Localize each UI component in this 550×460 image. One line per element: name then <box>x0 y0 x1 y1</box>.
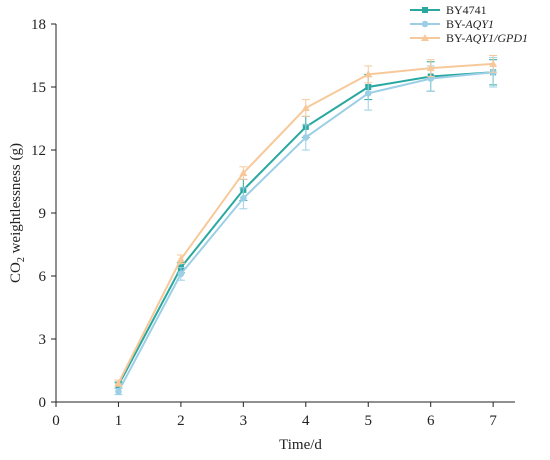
x-tick-label: 5 <box>364 413 372 429</box>
x-tick-label: 1 <box>115 413 123 429</box>
series-2 <box>114 57 498 396</box>
legend-marker <box>421 34 429 41</box>
legend-label: BY4741 <box>446 3 487 17</box>
x-axis-title: Time/d <box>279 437 322 453</box>
y-tick-label: 12 <box>31 143 46 159</box>
legend-item: BY4741 <box>410 3 487 17</box>
data-point <box>177 270 185 278</box>
y-axis-title: CO2 weightlessness (g) <box>8 143 27 283</box>
x-tick-label: 7 <box>489 413 497 429</box>
x-tick-label: 0 <box>52 413 60 429</box>
legend-label-prefix: BY4741 <box>446 3 487 17</box>
y-tick-label: 18 <box>31 17 46 33</box>
legend-label-prefix: BY- <box>446 31 465 45</box>
legend-item: BY-AQY1/GPD1 <box>410 31 528 45</box>
x-tick-label: 3 <box>240 413 248 429</box>
data-point <box>364 90 372 97</box>
legend-item: BY-AQY1 <box>410 17 494 31</box>
data-point <box>301 104 310 111</box>
y-tick-label: 0 <box>39 395 47 411</box>
y-tick-label: 6 <box>39 269 47 285</box>
data-point <box>176 255 185 263</box>
data-point <box>239 169 248 177</box>
legend-label-italic: AQY1 <box>464 17 494 31</box>
legend-marker <box>422 7 428 13</box>
series-layer <box>114 55 498 396</box>
y-axis-title-subscript: 2 <box>16 257 27 262</box>
data-point <box>489 59 498 67</box>
y-axis-title-rest: weightlessness (g) <box>8 143 24 257</box>
data-point <box>364 70 373 78</box>
y-tick-label: 15 <box>31 80 46 96</box>
x-tick-label: 2 <box>177 413 185 429</box>
legend-label-prefix: BY- <box>446 17 465 31</box>
legend-label: BY-AQY1 <box>446 17 494 31</box>
data-point <box>114 379 123 387</box>
data-point <box>302 134 310 141</box>
series-3 <box>114 55 498 387</box>
data-point <box>115 388 122 395</box>
data-point <box>426 64 435 72</box>
data-point <box>240 195 247 202</box>
x-tick-label: 6 <box>427 413 435 429</box>
legend-marker <box>421 20 429 28</box>
y-tick-label: 3 <box>39 332 47 348</box>
legend-label: BY-AQY1/GPD1 <box>446 31 528 45</box>
y-axis-title-main: CO <box>8 262 24 283</box>
x-tick-label: 4 <box>302 413 310 429</box>
y-tick-label: 9 <box>39 206 47 222</box>
legend-label-italic: AQY1/GPD1 <box>464 31 528 45</box>
